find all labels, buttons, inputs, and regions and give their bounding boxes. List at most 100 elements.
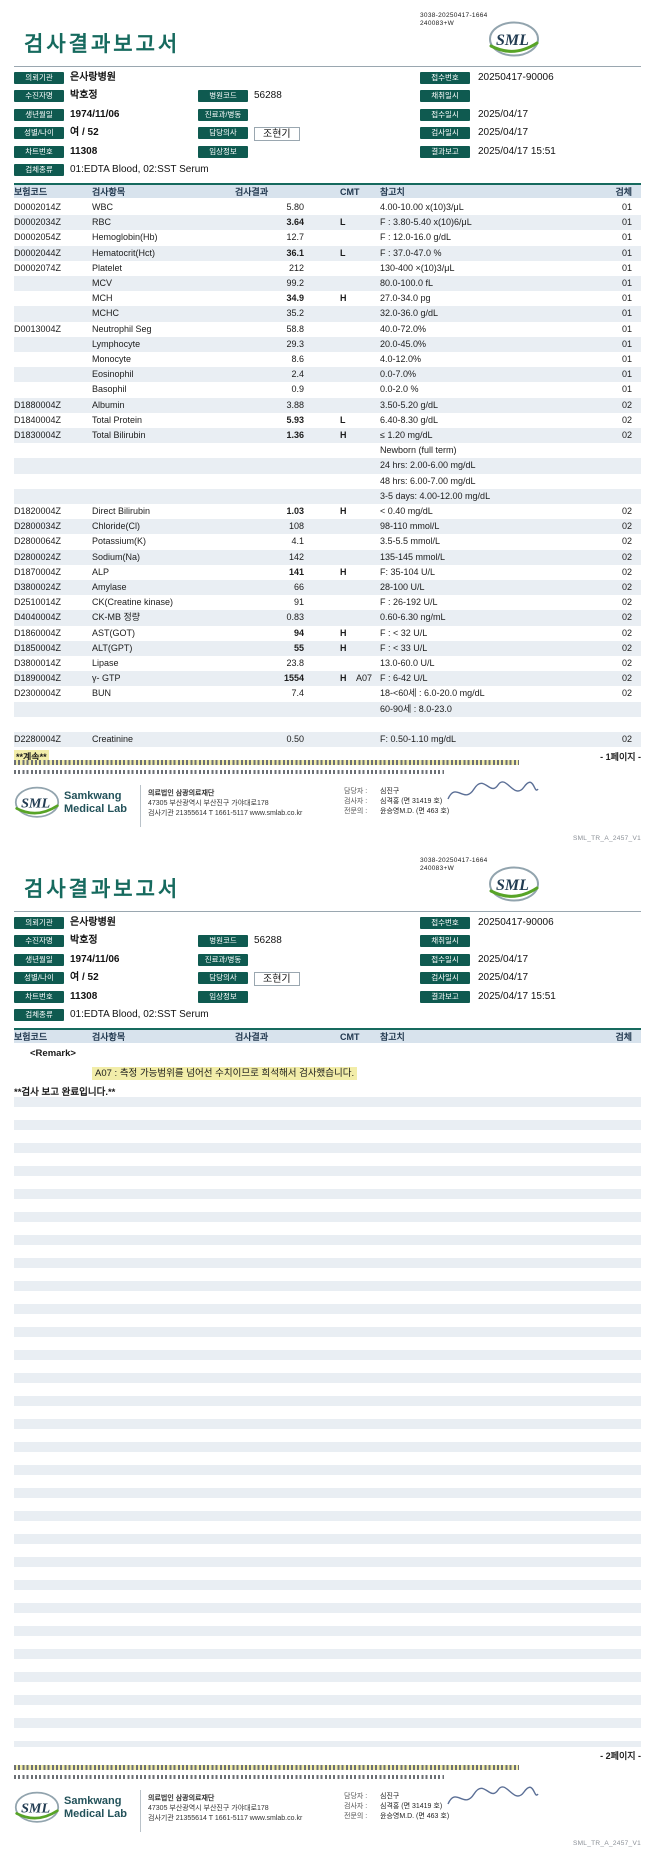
table-row: D0002034Z RBC 3.64 L F : 3.80-5.40 x(10)6/μL… [14,215,641,231]
cell-result: 12.7 [286,232,304,243]
footer-org-name: 의료법인 삼광의료재단 [148,1795,215,1802]
cell-reference-range: 0.60-6.30 ng/mL [380,612,446,623]
patient-field-label: 담당의사 [198,127,248,140]
table-row: D0013004Z Neutrophil Seg 58.8 40.0-72.0% 01 [14,322,641,337]
patient-field-label: 의뢰기관 [14,917,64,929]
cell-test-name: CK(Creatine kinase) [92,597,174,608]
cell-specimen: 02 [621,399,632,410]
signature [442,1780,542,1821]
table-row: Eosinophil 2.4 0.0-7.0% 01 [14,367,641,383]
patient-field-label: 성별/나이 [14,127,64,140]
table-row: D2510014Z CK(Creatine kinase) 91 F : 26-192… [14,595,641,610]
table-row: D1890004Z γ- GTP 1554 H A07 F : 6-42 U/L 02 [14,671,641,687]
empty-rows-area [14,1097,641,1747]
cell-reference-range: 6.40-8.30 g/dL [380,414,439,425]
cell-insurance-code: D0002044Z [14,247,62,258]
column-header: 검사결과 [235,187,269,197]
cell-result: 35.2 [286,308,304,319]
disclaimer-line-1 [14,1765,519,1770]
cell-specimen: 01 [621,217,632,228]
cell-insurance-code: D1850004Z [14,642,62,653]
footer-brand: Samkwang Medical Lab [64,1795,127,1821]
cell-result: 29.3 [286,338,304,349]
cell-cmt-flag: H [340,293,347,304]
cell-reference-range: 32.0-36.0 g/dL [380,308,439,319]
patient-field-value: 01:EDTA Blood, 02:SST Serum [70,1009,209,1020]
cell-result: 0.50 [286,734,304,744]
cell-result: 108 [288,521,304,532]
column-header: 보험코드 [14,1032,48,1042]
cell-result: 99.2 [286,278,304,288]
table-row: D1840004Z Total Protein 5.93 L 6.40-8.30 g/d… [14,413,641,428]
svg-text:SML: SML [21,796,50,812]
patient-field-value: 2025/04/17 15:51 [478,145,556,157]
patient-field-value: 1974/11/06 [70,108,120,120]
table-row: Newborn (full term) [14,443,641,458]
patient-field-label: 병원코드 [198,935,248,948]
table-row: D0002044Z Hematocrit(Hct) 36.1 L F : 37.0-47… [14,245,641,261]
cell-result: 212 [288,262,304,273]
document-code: 3038-20250417-1664 240083+W [420,12,488,27]
cell-test-name: Direct Bilirubin [92,506,151,516]
cell-specimen: 01 [621,323,632,334]
cell-reference-range: Newborn (full term) [380,445,457,456]
footer-brand-line2: Medical Lab [64,803,127,815]
table-row: D1870004Z ALP 141 H F: 35-104 U/L 02 [14,565,641,580]
staff-value: 심진구 [380,1793,400,1800]
column-header: 검체 [615,187,632,197]
cell-insurance-code: D2800024Z [14,551,62,562]
cell-specimen: 02 [621,612,632,623]
staff-row: 담당자 : 심진구 [344,1792,449,1802]
cell-cmt-flag: H [340,673,347,684]
staff-value: 윤승영M.D. (면 463 호) [380,1813,450,1820]
table-row: D0002074Z Platelet 212 130-400 ×(10)3/μL 01 [14,261,641,276]
table-row: Monocyte 8.6 4.0-12.0% 01 [14,352,641,367]
cell-specimen: 02 [621,414,632,425]
patient-field-label: 차트번호 [14,145,64,158]
footer-org-contact: 검사기관 21355614 T 1661-5117 www.smlab.co.k… [148,810,303,817]
report-complete-note: **검사 보고 완료입니다.** [14,1087,116,1098]
cell-insurance-code: D0002074Z [14,262,62,273]
patient-field-label: 검체종류 [14,164,64,176]
cell-test-name: AST(GOT) [92,627,135,638]
cell-test-name: Potassium(K) [92,536,147,547]
staff-row: 전문의 : 윤승영M.D. (면 463 호) [344,807,449,817]
cell-result: 1554 [283,673,304,684]
table-row: Basophil 0.9 0.0-2.0 % 01 [14,382,641,397]
patient-field-value: 여 / 52 [70,127,99,139]
patient-field-value: 56288 [254,90,282,102]
table-row: D2280004Z Creatinine 0.50 F: 0.50-1.10 mg/d… [14,732,641,748]
cell-result: 1.03 [286,506,304,516]
patient-field-value: 박호정 [70,935,98,947]
patient-field-label: 수진자명 [14,935,64,948]
cell-insurance-code: D0013004Z [14,323,62,334]
cell-reference-range: 48 hrs: 6.00-7.00 mg/dL [380,475,476,486]
cell-reference-range: 80.0-100.0 fL [380,278,434,288]
document-code-line1: 3038-20250417-1664 [420,12,488,19]
page-footer: SML Samkwang Medical Lab 의료법인 삼광의료재단 473… [14,781,641,831]
table-row: D2300004Z BUN 7.4 18-<60세 : 6.0-20.0 mg/dL 0… [14,686,641,701]
staff-row: 담당자 : 심진구 [344,787,449,797]
remark-a07-text: A07 : 측정 가능범위를 넘어선 수치이므로 희석해서 검사했습니다. [92,1067,358,1080]
cell-reference-range: 13.0-60.0 U/L [380,658,435,668]
cell-reference-range: 4.00-10.00 x(10)3/μL [380,202,464,212]
staff-row: 전문의 : 윤승영M.D. (면 463 호) [344,1812,449,1822]
cell-test-name: Amylase [92,582,127,592]
cell-specimen: 02 [621,642,632,653]
results-table-header: 보험코드 검사항목 검사결과 CMT 참고치 검체 [14,1028,641,1043]
cell-insurance-code: D2800064Z [14,536,62,547]
table-row: D3800014Z Lipase 23.8 13.0-60.0 U/L 02 [14,656,641,671]
patient-field-value: 2025/04/17 [478,108,529,120]
cell-insurance-code: D1860004Z [14,627,62,638]
patient-field-value: 은사랑병원 [70,917,116,928]
patient-field-label: 담당의사 [198,972,248,985]
table-row: D0002054Z Hemoglobin(Hb) 12.7 F : 12.0-16.0… [14,230,641,245]
patient-field-label: 결과보고 [420,990,470,1003]
footer-brand-line2: Medical Lab [64,1808,127,1820]
cell-specimen: 02 [621,673,632,684]
table-row: 3-5 days: 4.00-12.00 mg/dL [14,488,641,504]
patient-field-label: 진료과/병동 [198,953,248,966]
patient-field-value: 56288 [254,935,282,947]
cell-specimen: 01 [621,262,632,273]
sml-footer-logo-icon: SML [14,786,60,829]
